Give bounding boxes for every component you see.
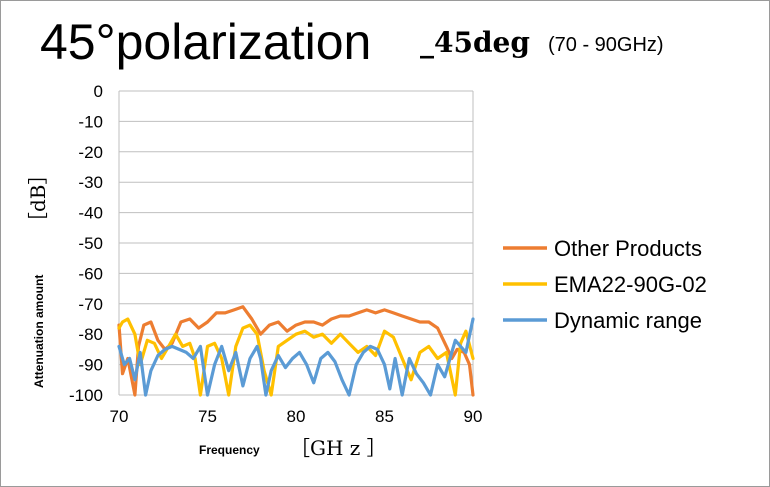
legend-label-other-products: Other Products [554,236,702,261]
y-axis-unit: ［dB］ [26,165,50,233]
x-tick-label: 75 [198,407,217,426]
x-tick-label: 70 [110,407,129,426]
grid-lines [118,90,474,396]
legend-label-ema22-90g-02: EMA22-90G-02 [554,272,707,297]
series-line-dynamic-range [117,317,475,397]
y-tick-label: -40 [78,204,103,223]
legend: Other Products EMA22-90G-02 Dynamic range [503,236,707,333]
y-tick-label: -20 [78,143,103,162]
y-tick-label: -50 [78,234,103,253]
y-tick-label: -70 [78,295,103,314]
chart-title: 45°polarization [40,14,372,70]
y-tick-label: -30 [78,173,103,192]
series-line-other-products [117,305,475,397]
series-lines [117,305,475,397]
x-axis-unit: ［GH z ］ [290,436,387,460]
y-tick-label: -80 [78,325,103,344]
frequency-range-note: (70 - 90GHz) [548,34,664,56]
x-tick-label: 80 [287,407,306,426]
chart-subtitle: _45deg [420,26,530,59]
y-tick-labels: 0 -10 -20 -30 -40 -50 -60 -70 -80 -90 -100 [69,82,103,405]
y-tick-label: -100 [69,386,103,405]
x-tick-label: 85 [375,407,394,426]
y-axis-label: Attenuation amount [32,275,46,388]
y-tick-label: -60 [78,264,103,283]
x-tick-label: 90 [464,407,483,426]
x-tick-labels: 70 75 80 85 90 [110,407,483,426]
legend-label-dynamic-range: Dynamic range [554,308,702,333]
y-tick-label: -10 [78,112,103,131]
y-tick-label: 0 [94,82,103,101]
y-tick-label: -90 [78,356,103,375]
x-axis-label: Frequency [199,443,260,457]
